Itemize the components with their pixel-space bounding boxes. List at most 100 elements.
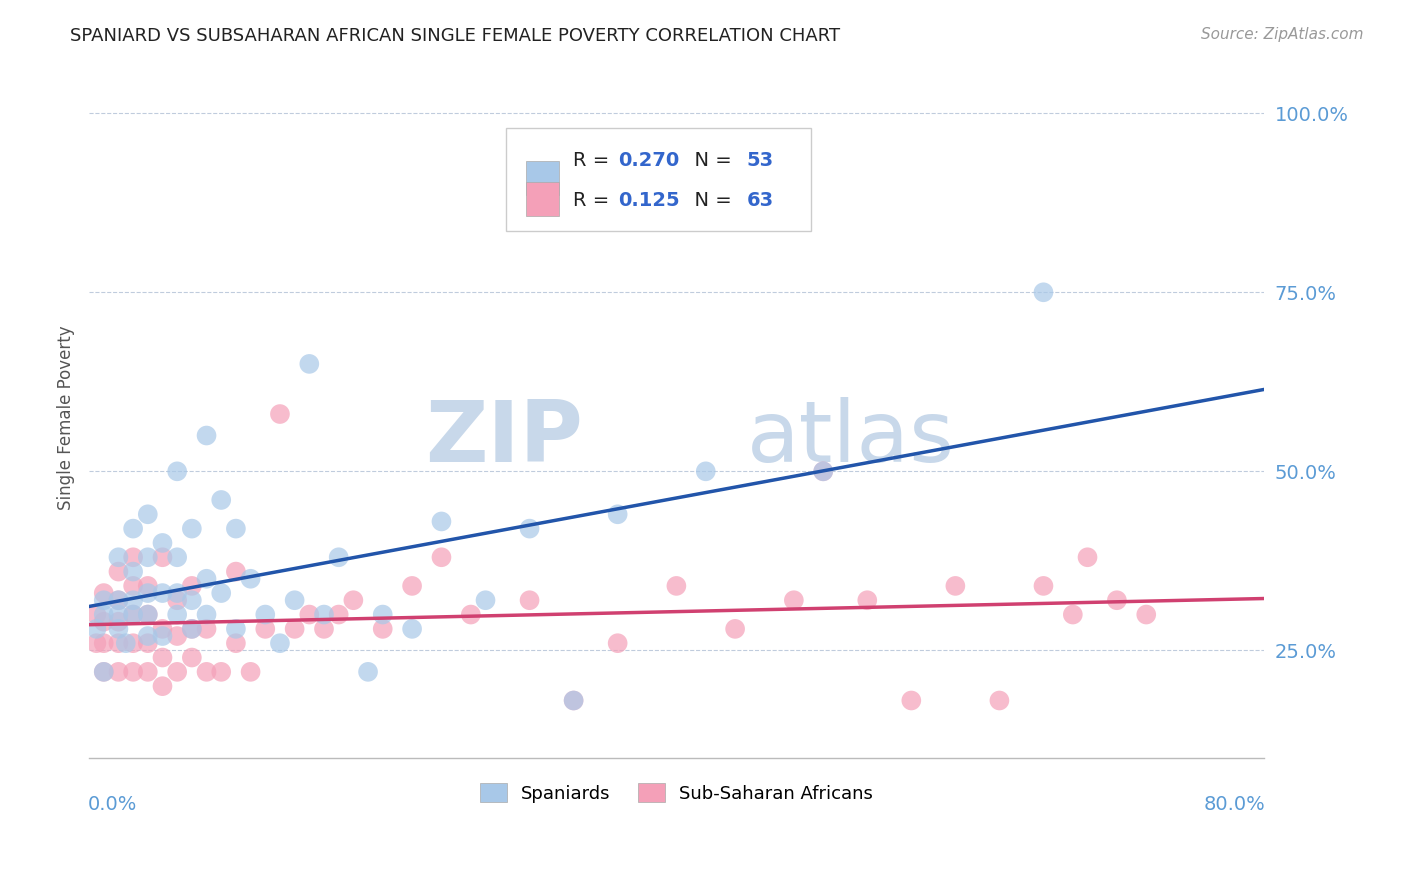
Point [312, 607, 335, 622]
Point [107, 565, 129, 579]
Point [430, 550, 453, 565]
Point [357, 665, 380, 679]
Point [86, 607, 108, 622]
Point [856, 593, 879, 607]
Point [180, 622, 202, 636]
Point [107, 593, 129, 607]
Point [254, 622, 277, 636]
Point [195, 572, 218, 586]
Text: 53: 53 [747, 151, 773, 170]
Point [269, 636, 291, 650]
Text: atlas: atlas [747, 397, 955, 480]
Point [122, 522, 145, 536]
Point [813, 464, 835, 478]
Point [225, 522, 247, 536]
Point [136, 579, 159, 593]
Point [401, 579, 423, 593]
Point [298, 607, 321, 622]
Point [254, 607, 277, 622]
Point [93, 607, 115, 622]
Point [900, 693, 922, 707]
Point [136, 607, 159, 622]
Point [328, 607, 350, 622]
Point [1032, 579, 1054, 593]
Point [166, 464, 188, 478]
Point [152, 586, 174, 600]
Point [166, 550, 188, 565]
Point [371, 607, 394, 622]
Point [783, 593, 806, 607]
Point [519, 593, 541, 607]
Point [562, 693, 585, 707]
Point [209, 665, 232, 679]
Text: N =: N = [682, 151, 738, 170]
Point [107, 665, 129, 679]
Legend: Spaniards, Sub-Saharan Africans: Spaniards, Sub-Saharan Africans [472, 776, 880, 810]
Point [328, 550, 350, 565]
Point [813, 464, 835, 478]
Point [460, 607, 482, 622]
Point [107, 622, 129, 636]
Point [122, 579, 145, 593]
Point [166, 629, 188, 643]
Point [474, 593, 496, 607]
Point [122, 665, 145, 679]
Text: 63: 63 [747, 191, 773, 210]
Point [166, 593, 188, 607]
Text: 0.125: 0.125 [617, 191, 679, 210]
Point [136, 665, 159, 679]
Point [284, 622, 307, 636]
Point [180, 650, 202, 665]
Point [107, 607, 129, 622]
Point [152, 536, 174, 550]
Text: 0.270: 0.270 [617, 151, 679, 170]
Point [107, 550, 129, 565]
Y-axis label: Single Female Poverty: Single Female Poverty [58, 326, 75, 510]
Point [209, 493, 232, 508]
Point [180, 522, 202, 536]
Text: R =: R = [574, 151, 616, 170]
Text: R =: R = [574, 191, 616, 210]
Point [86, 636, 108, 650]
Point [93, 636, 115, 650]
Point [195, 428, 218, 442]
Text: Source: ZipAtlas.com: Source: ZipAtlas.com [1201, 27, 1364, 42]
Point [136, 636, 159, 650]
Point [152, 622, 174, 636]
Point [107, 615, 129, 629]
Point [180, 622, 202, 636]
Point [1032, 285, 1054, 300]
Point [1076, 550, 1098, 565]
Point [93, 665, 115, 679]
Point [93, 665, 115, 679]
Text: SPANIARD VS SUBSAHARAN AFRICAN SINGLE FEMALE POVERTY CORRELATION CHART: SPANIARD VS SUBSAHARAN AFRICAN SINGLE FE… [70, 27, 841, 45]
Point [1105, 593, 1128, 607]
Point [166, 586, 188, 600]
Point [1062, 607, 1084, 622]
Point [122, 550, 145, 565]
Point [114, 636, 136, 650]
Point [93, 615, 115, 629]
Point [401, 622, 423, 636]
Point [342, 593, 364, 607]
Point [225, 636, 247, 650]
Point [107, 636, 129, 650]
Text: N =: N = [682, 191, 738, 210]
Point [93, 593, 115, 607]
Point [239, 665, 262, 679]
Point [988, 693, 1011, 707]
Point [122, 565, 145, 579]
Point [371, 622, 394, 636]
Point [225, 622, 247, 636]
Point [166, 607, 188, 622]
Point [180, 593, 202, 607]
Point [665, 579, 688, 593]
Text: 80.0%: 80.0% [1204, 795, 1265, 814]
Point [606, 508, 628, 522]
Point [195, 622, 218, 636]
Point [122, 607, 145, 622]
Point [122, 593, 145, 607]
Point [136, 508, 159, 522]
Point [136, 629, 159, 643]
Point [122, 607, 145, 622]
